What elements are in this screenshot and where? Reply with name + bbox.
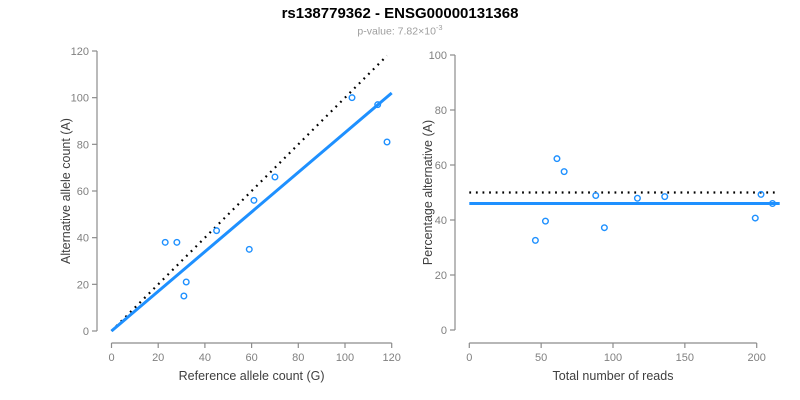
data-point — [250, 196, 258, 204]
data-point — [173, 238, 181, 246]
x-axis-title: Total number of reads — [553, 369, 674, 383]
data-point — [541, 217, 549, 225]
y-tick-label: 100 — [429, 50, 447, 62]
data-point — [245, 245, 253, 253]
p-value-exponent: -3 — [435, 23, 443, 32]
x-tick-label: 20 — [152, 352, 164, 364]
x-tick-label: 200 — [748, 352, 766, 364]
data-point — [213, 227, 221, 235]
y-tick-label: 20 — [435, 270, 447, 282]
panel-percentage-vs-reads: 0 50 100 150 200 0 20 40 60 80 100 Total number of … — [421, 50, 780, 383]
y-tick-label: 100 — [71, 93, 89, 105]
x-tick-label: 150 — [676, 352, 694, 364]
data-point — [531, 236, 539, 244]
y-tick-label: 40 — [435, 215, 447, 227]
x-tick-label: 60 — [245, 352, 257, 364]
data-point — [633, 194, 641, 202]
p-value-subtitle: p-value: 7.82×10-3 — [0, 23, 800, 38]
y-tick-label: 40 — [77, 233, 89, 245]
data-point — [374, 101, 382, 109]
x-axis-title: Reference allele count (G) — [179, 369, 325, 383]
data-point — [757, 190, 765, 198]
y-axis-title: Alternative allele count (A) — [59, 118, 73, 264]
y-axis-title: Percentage alternative (A) — [421, 120, 435, 265]
figure-title: rs138779362 - ENSG00000131368 — [281, 5, 519, 22]
identity-line-dotted — [110, 54, 388, 332]
data-point — [553, 155, 561, 163]
y-tick-label: 120 — [71, 46, 89, 58]
x-tick-label: 100 — [604, 352, 622, 364]
y-tick-label: 0 — [441, 325, 447, 337]
data-point — [661, 193, 669, 201]
y-tick-label: 80 — [435, 105, 447, 117]
y-tick-label: 60 — [77, 186, 89, 198]
data-point — [600, 224, 608, 232]
y-tick-label: 0 — [83, 326, 89, 338]
data-point — [161, 238, 169, 246]
data-point — [348, 94, 356, 102]
x-tick-label: 120 — [383, 352, 401, 364]
x-tick-label: 100 — [336, 352, 354, 364]
data-point — [182, 278, 190, 286]
x-tick-label: 80 — [292, 352, 304, 364]
y-tick-label: 80 — [77, 139, 89, 151]
x-tick-label: 40 — [199, 352, 211, 364]
data-point — [751, 214, 759, 222]
data-point — [383, 138, 391, 146]
regression-line-solid — [110, 91, 393, 333]
y-tick-label: 20 — [77, 279, 89, 291]
panel-allele-counts: 0 20 40 60 80 100 120 0 20 40 60 80 100 120 Reference … — [59, 46, 401, 383]
data-point — [560, 168, 568, 176]
x-tick-label: 0 — [108, 352, 114, 364]
data-point — [271, 173, 279, 181]
data-point — [592, 192, 600, 200]
x-tick-label: 50 — [535, 352, 547, 364]
data-point — [180, 292, 188, 300]
y-tick-label: 60 — [435, 160, 447, 172]
x-tick-label: 0 — [466, 352, 472, 364]
p-value-text: p-value: 7.82×10 — [357, 25, 436, 38]
data-point — [769, 199, 777, 207]
